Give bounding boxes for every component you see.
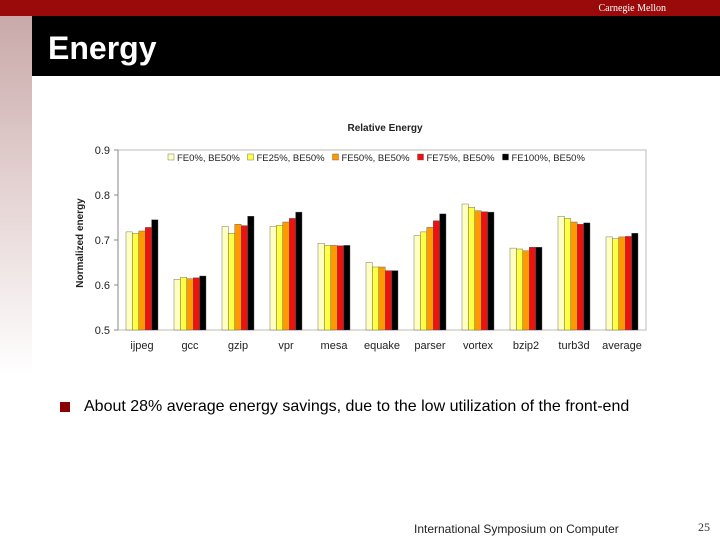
legend-swatch [502,153,509,161]
bullet-square-icon [60,402,70,412]
bar-gcc-s2 [186,278,194,331]
bar-gzip-s4 [247,215,255,331]
x-tick-label: mesa [321,340,349,352]
chart-title: Relative Energy [347,123,422,134]
x-axis: ijpeg gcc gzip vpr mesa equake parser vortex bzi… [130,340,642,352]
bar-vortex-s3 [481,211,488,331]
bar-mesa-s3 [337,245,344,331]
y-tick-label: 0.6 [95,280,110,292]
bar-parser-s1 [420,231,427,331]
x-tick-label: turb3d [558,340,589,352]
bar-bzip2-s3 [529,246,536,331]
bar-turb3d-s1 [564,218,571,331]
bar-equake-s4 [391,270,399,331]
legend-swatch [247,153,254,161]
bar-vpr-s3 [288,218,296,331]
bar-average-s1 [612,238,620,331]
x-tick-label: ijpeg [130,340,153,352]
chart-legend: FE0%, BE50% FE25%, BE50% FE50%, BE50% FE75%… [167,153,586,164]
bar-equake-s0 [365,262,373,331]
bar-parser-s0 [413,235,421,331]
bar-gcc-s3 [192,277,200,331]
bar-vpr-s0 [269,226,277,331]
bar-average-s3 [625,236,632,331]
brand-name: Carnegie Mellon [598,3,666,14]
x-tick-label: average [602,340,642,352]
x-tick-label: bzip2 [513,340,539,352]
bar-gzip-s2 [234,224,242,331]
x-tick-label: vpr [278,340,294,352]
bar-bzip2-s4 [535,246,543,331]
bar-turb3d-s2 [570,221,578,331]
bar-bzip2-s2 [522,250,530,331]
legend-label: FE0%, BE50% [177,153,240,164]
slide-title: Energy [48,30,157,66]
bar-vpr-s4 [295,211,303,331]
bar-mesa-s2 [330,245,338,331]
bar-vortex-s0 [461,203,469,331]
bar-turb3d-s4 [583,222,591,331]
bar-gcc-s4 [199,275,207,331]
x-tick-label: gzip [228,340,248,352]
bar-gzip-s0 [221,226,229,331]
bar-ijpeg-s3 [144,227,152,331]
bar-average-s2 [618,236,626,331]
y-tick-label: 0.8 [95,190,110,202]
legend-label: FE100%, BE50% [512,153,586,164]
legend-label: FE75%, BE50% [427,153,496,164]
left-decor-strip [0,16,32,376]
bar-turb3d-s0 [557,215,565,331]
bar-ijpeg-s2 [138,230,146,331]
top-accent-bar: Carnegie Mellon [0,0,720,16]
bar-parser-s4 [439,213,447,331]
y-tick-label: 0.7 [95,235,110,247]
title-bar: Energy [32,16,720,76]
bar-vortex-s2 [474,210,482,331]
bar-parser-s3 [433,220,440,331]
bar-mesa-s1 [324,245,331,331]
y-axis-label: Normalized energy [75,198,86,288]
legend-label: FE50%, BE50% [342,153,411,164]
footer-conference: International Symposium on Computer [414,522,619,536]
x-tick-label: vortex [463,340,493,352]
x-tick-label: equake [364,340,400,352]
bar-equake-s3 [385,270,392,331]
legend-swatch [167,153,175,161]
y-tick-label: 0.5 [95,325,110,337]
bar-average-s0 [605,236,613,331]
legend-swatch [417,153,424,161]
bar-gcc-s1 [180,277,188,331]
bar-ijpeg-s1 [132,233,140,331]
y-axis: 0.5 0.6 0.7 0.8 0.9 [95,145,119,337]
bar-parser-s2 [426,227,434,331]
bar-vpr-s2 [282,221,290,331]
energy-bar-chart: Relative Energy Normalized energy FE0%, … [75,123,647,352]
x-tick-label: parser [414,340,446,352]
bar-turb3d-s3 [577,224,584,331]
bar-mesa-s4 [343,245,351,331]
page-number: 25 [698,520,710,534]
bar-mesa-s0 [317,242,325,331]
bar-equake-s2 [378,266,386,331]
y-tick-label: 0.9 [95,145,110,157]
bar-vortex-s4 [487,211,495,331]
bar-ijpeg-s0 [125,231,133,331]
bar-gzip-s1 [228,233,235,331]
bar-equake-s1 [372,266,379,331]
legend-swatch [332,153,339,161]
bar-average-s4 [631,233,639,331]
bar-gcc-s0 [173,278,181,331]
x-tick-label: gcc [181,340,199,352]
bar-bzip2-s0 [509,247,517,331]
bar-gzip-s3 [240,225,248,331]
bar-vortex-s1 [468,206,475,331]
bar-marks [125,203,639,331]
legend-label: FE25%, BE50% [257,153,326,164]
bar-vpr-s1 [276,224,283,331]
bullet-text: About 28% average energy savings, due to… [84,398,630,415]
bar-ijpeg-s4 [151,219,159,331]
bar-bzip2-s1 [516,248,523,331]
